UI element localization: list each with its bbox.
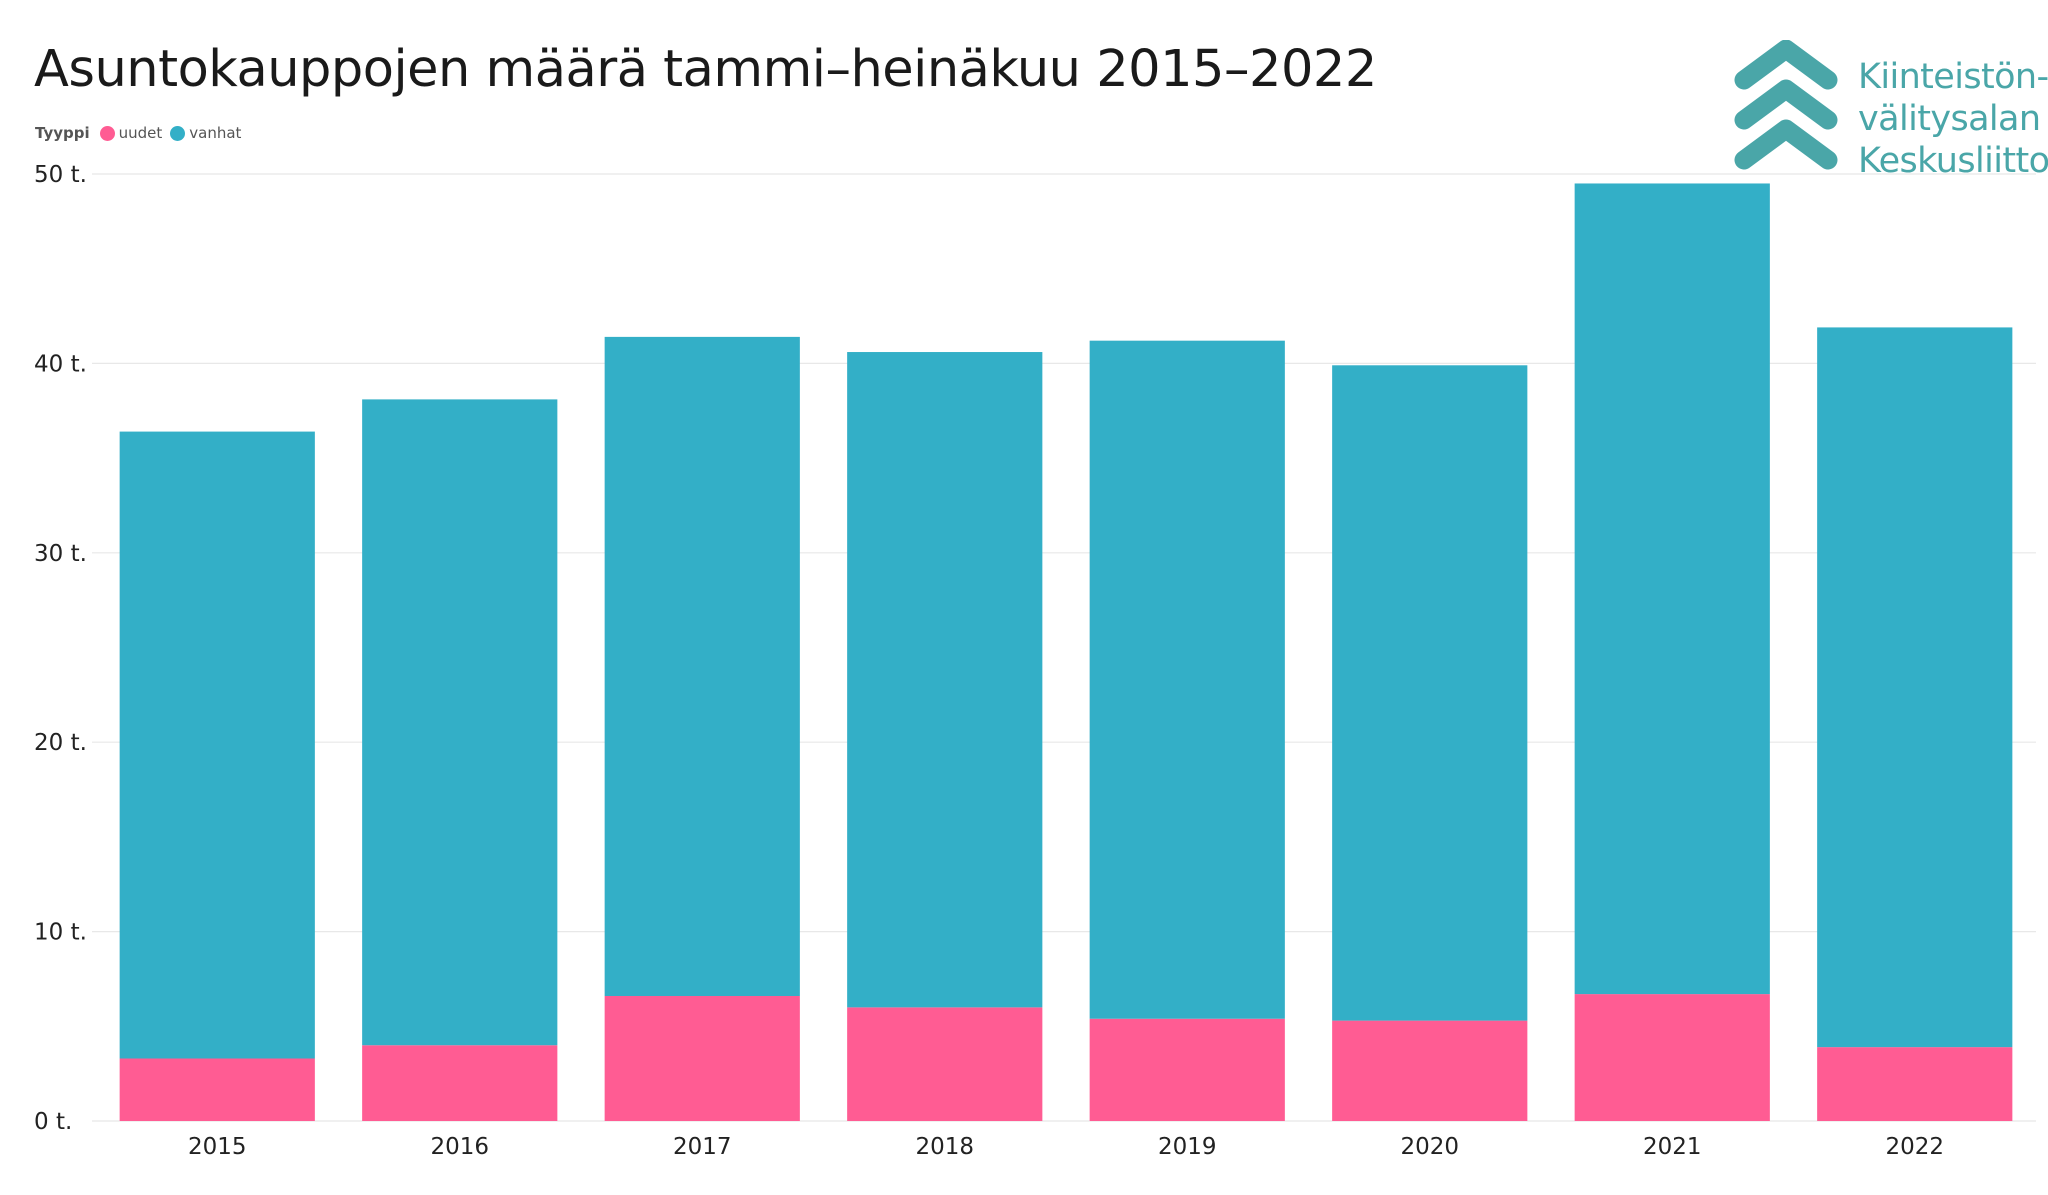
x-tick-label: 2017 [673, 1134, 732, 1160]
chevron-stack-icon [1734, 40, 1838, 170]
logo-line: välitysalan [1858, 99, 2041, 139]
x-tick-label: 2019 [1158, 1134, 1217, 1160]
x-tick-label: 2015 [188, 1134, 247, 1160]
legend-marker-uudet [99, 125, 115, 141]
bar-vanhat[interactable] [1332, 365, 1528, 1021]
bar-uudet[interactable] [119, 1058, 315, 1121]
legend-label-uudet: uudet [118, 124, 163, 142]
y-tick-label: 40 t. [34, 351, 87, 377]
chart-legend: Tyyppi uudet vanhat [35, 124, 249, 142]
y-tick-label: 50 t. [34, 162, 87, 188]
y-tick-label: 10 t. [34, 920, 87, 946]
logo-line: Kiinteistön- [1858, 57, 2048, 97]
bar-uudet[interactable] [1817, 1047, 2013, 1121]
legend-item-vanhat[interactable]: vanhat [170, 124, 241, 142]
y-tick-label: 20 t. [34, 730, 87, 756]
bar-uudet[interactable] [604, 995, 800, 1121]
legend-item-uudet[interactable]: uudet [99, 124, 163, 142]
x-tick-label: 2018 [915, 1134, 974, 1160]
bar-vanhat[interactable] [604, 336, 800, 996]
bar-uudet[interactable] [1574, 994, 1770, 1121]
legend-title: Tyyppi [35, 124, 90, 142]
bar-uudet[interactable] [847, 1007, 1043, 1121]
y-tick-label: 30 t. [34, 541, 87, 567]
bar-vanhat[interactable] [1817, 327, 2013, 1048]
bar-uudet[interactable] [362, 1045, 558, 1121]
bar-vanhat[interactable] [119, 431, 315, 1059]
bar-uudet[interactable] [1332, 1020, 1528, 1121]
x-tick-label: 2021 [1643, 1134, 1702, 1160]
y-tick-label: 0 t. [34, 1109, 72, 1135]
legend-label-vanhat: vanhat [189, 124, 242, 142]
x-tick-label: 2016 [430, 1134, 489, 1160]
chart-title: Asuntokauppojen määrä tammi–heinäkuu 201… [34, 40, 1377, 99]
bar-vanhat[interactable] [1089, 340, 1285, 1019]
x-tick-label: 2020 [1400, 1134, 1459, 1160]
bar-vanhat[interactable] [362, 399, 558, 1046]
x-tick-label: 2022 [1885, 1134, 1944, 1160]
bar-vanhat[interactable] [1574, 183, 1770, 995]
bar-vanhat[interactable] [847, 352, 1043, 1008]
legend-marker-vanhat [170, 125, 186, 141]
bar-uudet[interactable] [1089, 1018, 1285, 1121]
